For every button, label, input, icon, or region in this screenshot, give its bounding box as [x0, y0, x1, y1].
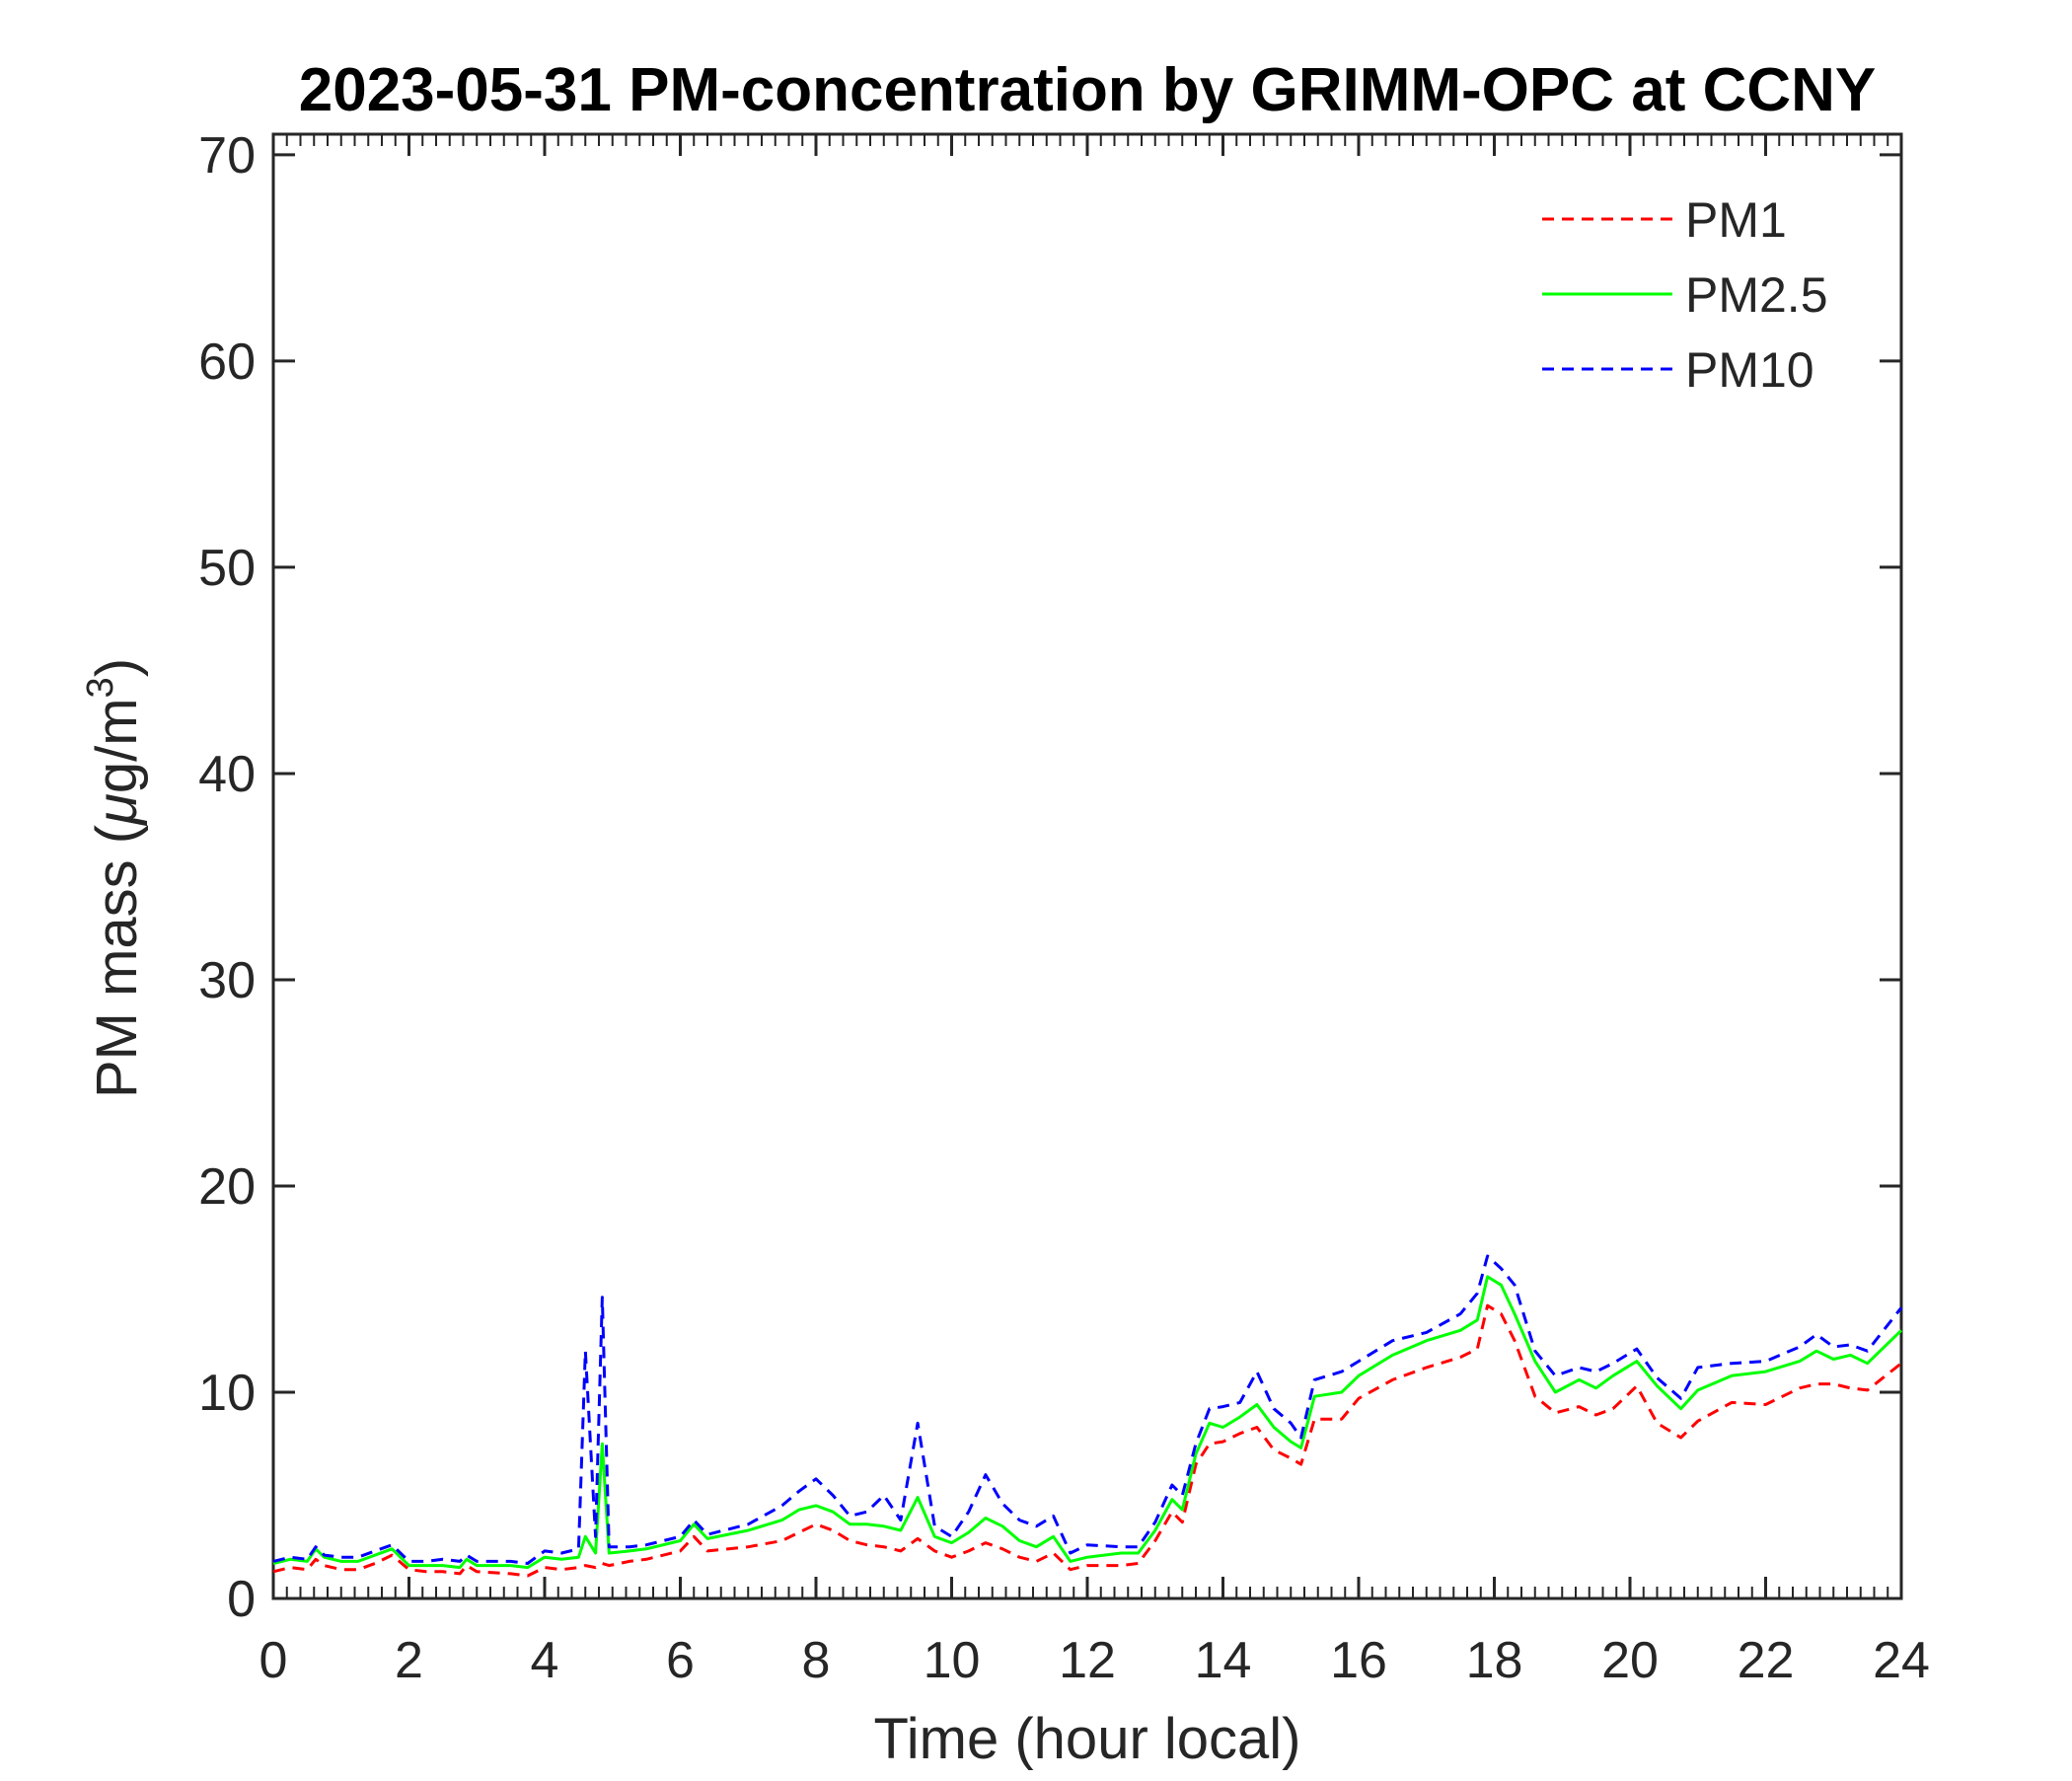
x-axis-label: Time (hour local)	[874, 1707, 1301, 1771]
series-line-pm1	[272, 1303, 1902, 1578]
y-tick-label: 40	[198, 746, 256, 803]
x-tick-label: 24	[1873, 1632, 1930, 1689]
y-tick-label: 30	[198, 952, 256, 1009]
y-axis-label-suffix: )	[85, 658, 149, 677]
x-tick-label: 8	[802, 1632, 831, 1689]
x-tick-label: 14	[1195, 1632, 1252, 1689]
legend-label-pm10: PM10	[1685, 342, 1814, 398]
series-line-pm10	[272, 1254, 1903, 1565]
x-tick-label: 20	[1601, 1632, 1659, 1689]
x-tick-label: 22	[1738, 1632, 1795, 1689]
x-tick-label: 10	[924, 1632, 981, 1689]
y-tick-label: 70	[198, 127, 256, 185]
y-tick-label: 60	[198, 334, 256, 391]
x-tick-label: 6	[666, 1632, 695, 1689]
chart-title: 2023-05-31 PM-concentration by GRIMM-OPC…	[299, 56, 1877, 124]
x-tick-label: 16	[1330, 1632, 1387, 1689]
y-axis-label-prefix: PM mass (	[85, 825, 149, 1098]
x-tick-label: 4	[531, 1632, 559, 1689]
y-tick-label: 20	[198, 1158, 256, 1216]
legend-label-pm25: PM2.5	[1685, 267, 1828, 323]
y-tick-label: 50	[198, 540, 256, 597]
x-tick-label: 18	[1466, 1632, 1523, 1689]
y-tick-label: 10	[198, 1365, 256, 1422]
series-line-pm25	[272, 1275, 1903, 1570]
series-lines	[272, 1254, 1903, 1578]
y-axis-label-unit: g/m	[85, 698, 149, 793]
x-tick-label: 2	[395, 1632, 423, 1689]
y-axis-label-sup: 3	[80, 677, 121, 698]
x-tick-label: 0	[259, 1632, 288, 1689]
x-tick-label: 12	[1059, 1632, 1116, 1689]
y-axis-label-mu: μ	[85, 793, 149, 827]
y-tick-label: 0	[227, 1571, 256, 1628]
y-axis-label: PM mass (μg/m3)	[80, 658, 149, 1098]
legend-label-pm1: PM1	[1685, 192, 1787, 248]
legend: PM1 PM2.5 PM10	[1542, 192, 1828, 398]
